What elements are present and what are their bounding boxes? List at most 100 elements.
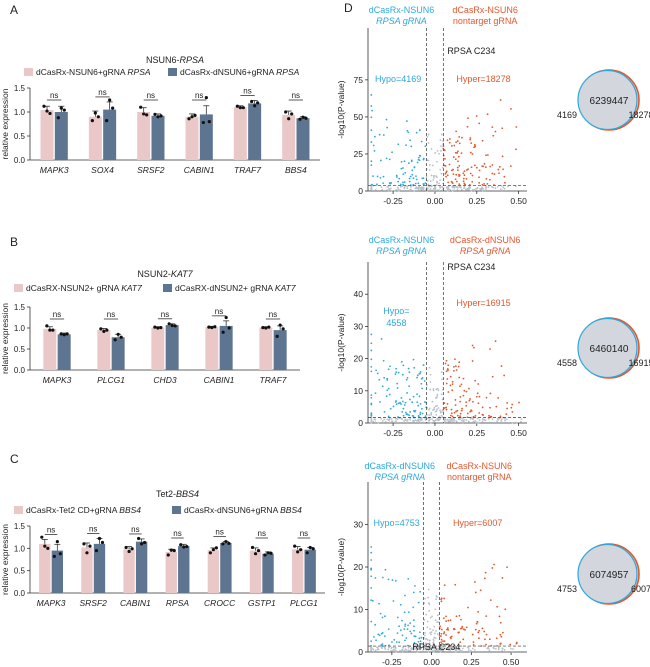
scatter-point xyxy=(458,165,461,167)
scatter-point xyxy=(400,650,402,652)
venn-circle-left xyxy=(577,317,638,379)
scatter-point xyxy=(443,640,446,643)
scatter-point xyxy=(481,420,484,423)
scatter-point xyxy=(428,639,431,642)
scatter-point xyxy=(439,139,442,142)
scatter-point xyxy=(448,648,450,651)
scatter-point xyxy=(474,591,477,594)
scatter-point xyxy=(413,366,416,369)
scatter-point xyxy=(433,189,436,192)
scatter-point xyxy=(459,641,462,644)
data-point xyxy=(85,551,89,555)
scatter-point xyxy=(418,185,421,188)
data-point xyxy=(153,112,157,116)
scatter-point xyxy=(458,183,461,186)
scatter-point xyxy=(515,641,518,644)
y-axis-label: -log10(P-value) xyxy=(336,313,346,371)
scatter-point xyxy=(454,404,457,407)
scatter-point xyxy=(499,99,502,101)
scatter-point xyxy=(404,401,407,404)
scatter-point xyxy=(471,360,474,362)
scatter-point xyxy=(436,649,439,652)
panel-a-title: NSUN6-RPSA xyxy=(146,55,204,65)
scatter-point xyxy=(402,183,404,186)
scatter-point xyxy=(515,421,518,424)
scatter-point xyxy=(388,393,391,396)
scatter-point xyxy=(375,639,377,642)
scatter-point xyxy=(445,382,448,385)
scatter-point xyxy=(426,646,429,649)
data-point xyxy=(139,105,143,109)
bar-1 xyxy=(185,116,199,160)
scatter-point xyxy=(386,185,389,188)
scatter-point xyxy=(407,367,410,370)
scatter-point xyxy=(466,169,468,171)
scatter-point xyxy=(393,638,396,641)
data-point xyxy=(127,549,131,554)
significance-label: ns xyxy=(89,525,97,534)
scatter-point xyxy=(417,601,420,604)
scatter-point xyxy=(449,619,452,622)
significance-label: ns xyxy=(161,310,169,319)
scatter-point xyxy=(412,177,415,179)
scatter-points xyxy=(370,546,518,653)
scatter-point xyxy=(465,390,468,393)
scatter-point xyxy=(440,632,443,635)
y-tick-label: 0 xyxy=(358,186,363,196)
scatter-point xyxy=(434,637,437,640)
scatter-point xyxy=(494,340,497,343)
scatter-point xyxy=(478,176,480,179)
scatter-point xyxy=(444,157,446,160)
scatter-point xyxy=(386,418,389,421)
legend-label-series-1-text: dCasRx-Tet2 CD+gRNA xyxy=(26,505,119,515)
scatter-point xyxy=(455,130,458,133)
scatter-point xyxy=(462,172,465,175)
data-point xyxy=(55,540,59,544)
scatter-point xyxy=(398,650,401,652)
data-point xyxy=(256,101,260,105)
scatter-point xyxy=(382,359,385,362)
x-tick-label: 0.00 xyxy=(427,428,444,438)
scatter-point xyxy=(459,385,461,388)
scatter-point xyxy=(499,643,502,645)
comparison-left-sublabel: RPSA gRNA xyxy=(376,16,427,26)
scatter-point xyxy=(440,145,442,148)
scatter-point xyxy=(412,358,415,361)
scatter-point xyxy=(465,188,468,191)
scatter-point xyxy=(406,185,409,188)
scatter-point xyxy=(483,630,486,633)
scatter-point xyxy=(373,135,376,138)
scatter-point xyxy=(384,615,386,618)
scatter-point xyxy=(491,567,494,569)
scatter-point xyxy=(450,412,453,415)
scatter-point xyxy=(489,165,492,168)
scatter-point xyxy=(455,173,458,176)
scatter-point xyxy=(424,415,427,418)
scatter-point xyxy=(412,591,415,594)
scatter-point xyxy=(449,650,452,652)
scatter-point xyxy=(472,641,475,644)
data-point xyxy=(111,106,115,110)
scatter-point xyxy=(376,183,378,186)
scatter-point xyxy=(388,188,391,191)
scatter-point xyxy=(459,650,462,653)
scatter-point xyxy=(476,392,479,395)
x-tick-label: 0.50 xyxy=(510,428,527,438)
scatter-point xyxy=(481,627,484,630)
scatter-point xyxy=(450,408,453,411)
scatter-point xyxy=(451,189,454,192)
data-point xyxy=(58,552,62,556)
scatter-point xyxy=(388,646,390,649)
scatter-point xyxy=(419,590,422,593)
scatter-point xyxy=(424,597,426,600)
scatter-point xyxy=(422,421,425,424)
scatter-point xyxy=(399,603,402,606)
scatter-point xyxy=(457,160,459,163)
legend-label-series-2-text: dCasRX-dNSUN2+ gRNA xyxy=(175,283,275,293)
scatter-point xyxy=(370,620,373,623)
scatter-point xyxy=(421,412,424,415)
scatter-point xyxy=(465,419,468,422)
site-annotation: RPSA C234 xyxy=(412,642,460,652)
data-point xyxy=(211,548,215,552)
data-point xyxy=(119,335,123,339)
